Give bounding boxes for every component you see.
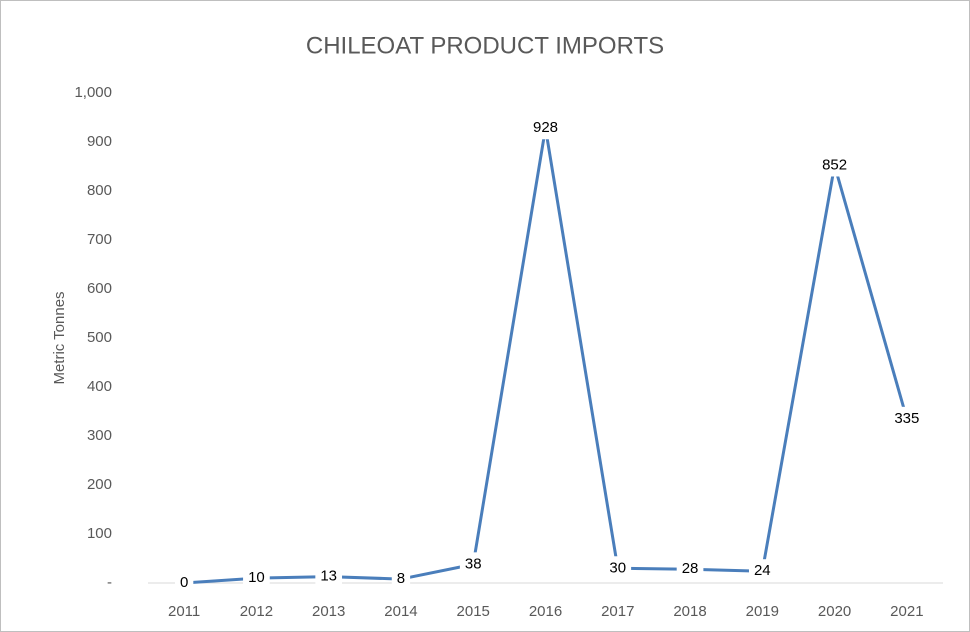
data-label: 13 (320, 568, 337, 585)
data-label-bg (889, 406, 925, 430)
x-tick-label: 2014 (384, 603, 417, 620)
x-tick-label: 2019 (746, 603, 779, 620)
data-label-bg (604, 556, 632, 580)
data-label-bg (174, 570, 194, 594)
data-label-bg (676, 557, 704, 581)
chart-title: CHILEOAT PRODUCT IMPORTS (306, 32, 664, 59)
x-tick-label: 2011 (168, 603, 200, 620)
data-label-bg (748, 559, 776, 583)
data-label-bg (391, 567, 411, 591)
data-label: 8 (397, 570, 405, 587)
y-tick-label: 100 (87, 525, 112, 542)
y-axis-label: Metric Tonnes (51, 291, 68, 384)
y-tick-label: 700 (87, 231, 112, 248)
y-tick-label: 300 (87, 427, 112, 444)
y-tick-label: 600 (87, 280, 112, 297)
data-label-bg (527, 116, 564, 140)
data-label: 38 (465, 555, 482, 572)
data-label: 852 (822, 156, 847, 173)
y-tick-label: 1,000 (74, 84, 112, 101)
x-tick-label: 2013 (312, 603, 345, 620)
data-label: 28 (682, 560, 699, 577)
data-label: 30 (609, 559, 626, 576)
data-label-bg (459, 552, 487, 576)
x-tick-label: 2020 (818, 603, 851, 620)
x-tick-label: 2018 (673, 603, 706, 620)
y-tick-label: 900 (87, 133, 112, 150)
y-tick-label: - (107, 574, 112, 591)
data-label: 928 (533, 119, 558, 136)
x-tick-label: 2015 (457, 603, 490, 620)
y-tick-label: 800 (87, 182, 112, 199)
x-tick-label: 2021 (890, 603, 923, 620)
data-label: 335 (894, 410, 919, 427)
y-tick-label: 200 (87, 476, 112, 493)
y-tick-label: 500 (87, 329, 112, 346)
data-label: 10 (248, 569, 265, 586)
data-label-bg (817, 153, 853, 177)
data-label-bg (243, 566, 270, 590)
data-label: 0 (180, 574, 188, 591)
x-tick-label: 2012 (240, 603, 273, 620)
data-label-bg (315, 564, 343, 588)
y-tick-label: 400 (87, 378, 112, 395)
data-label: 24 (754, 562, 771, 579)
x-tick-label: 2016 (529, 603, 562, 620)
x-tick-label: 2017 (601, 603, 634, 620)
